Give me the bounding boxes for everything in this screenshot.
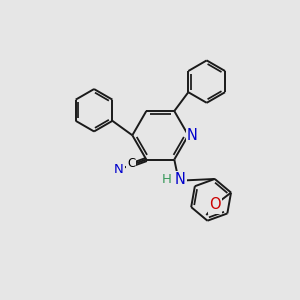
Text: N: N bbox=[175, 172, 186, 187]
Text: O: O bbox=[209, 197, 220, 212]
Text: N: N bbox=[114, 163, 124, 176]
Text: H: H bbox=[161, 173, 171, 186]
Text: N: N bbox=[187, 128, 197, 143]
Text: C: C bbox=[127, 157, 135, 170]
